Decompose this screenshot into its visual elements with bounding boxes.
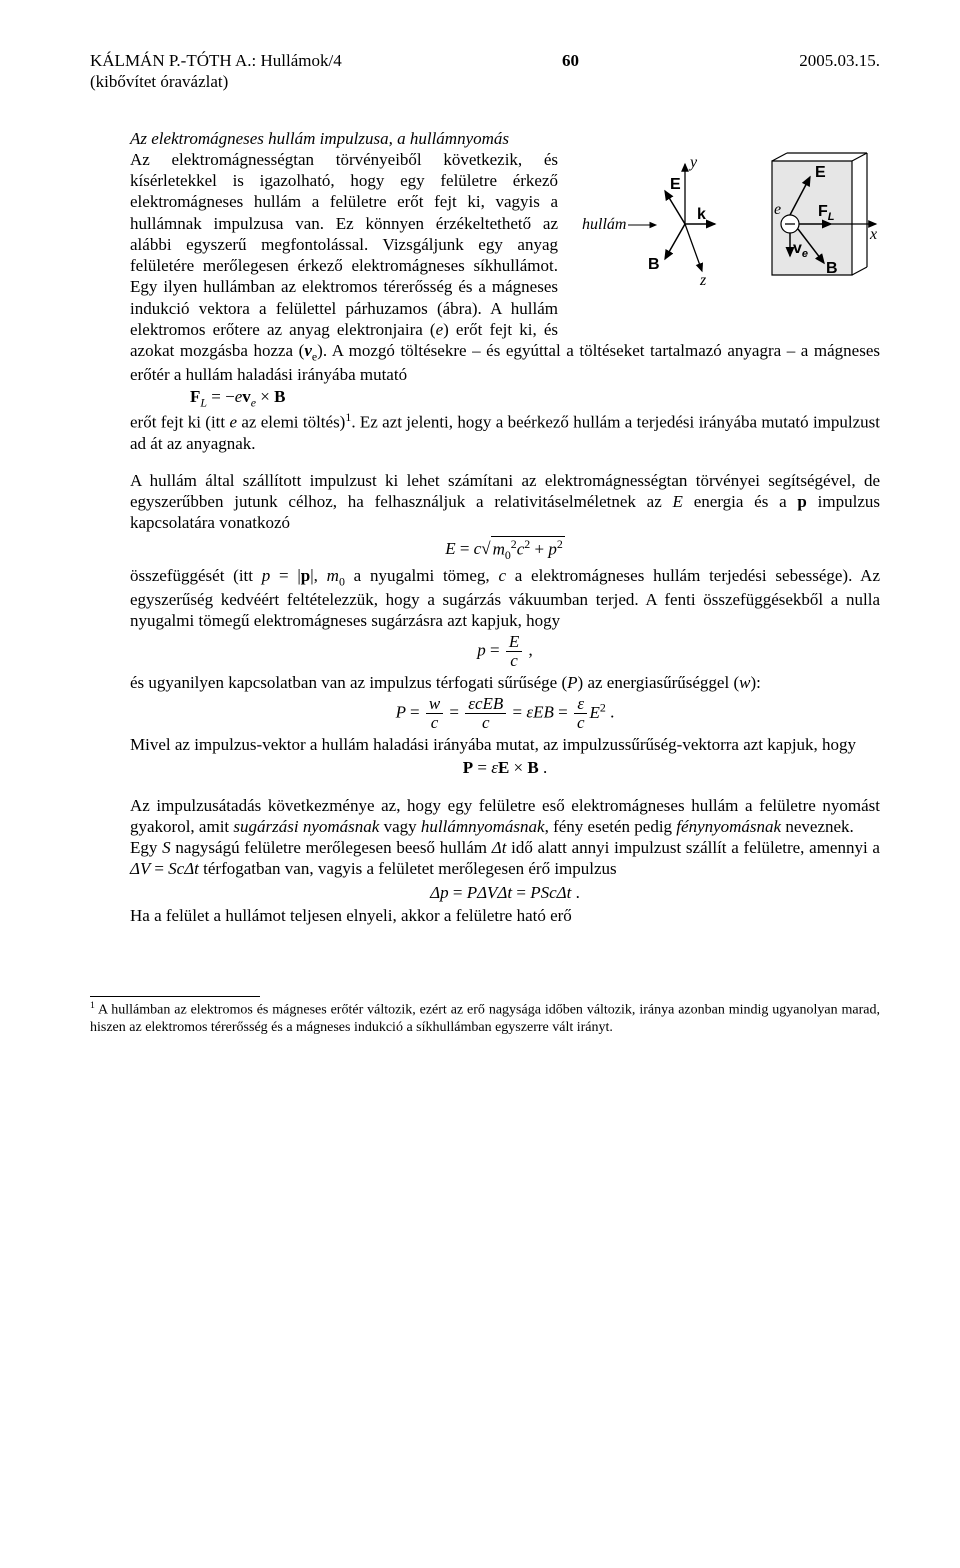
para2b: az elemi töltés) xyxy=(237,412,345,431)
slab-edge-br xyxy=(852,267,867,275)
para1a: Az elektromágnességtan törvényeiből köve… xyxy=(130,150,558,339)
para4b: , xyxy=(314,566,327,585)
para8c: idő alatt annyi impulzust szállít a felü… xyxy=(506,838,880,857)
term1: sugárzási nyomásnak xyxy=(233,817,379,836)
z-label: z xyxy=(699,272,707,289)
para3b: energia és a xyxy=(683,492,797,511)
para-block-1: y E k B z hullám e xyxy=(130,149,880,454)
c-sym: c xyxy=(498,566,506,585)
P-sym: P xyxy=(567,673,577,692)
footnote: 1 A hullámban az elektromos és mágneses … xyxy=(90,1000,880,1037)
e-sym-2: e xyxy=(229,412,237,431)
E-label-left: E xyxy=(670,176,681,193)
eq-Pvec: P = εE × B . xyxy=(130,757,880,778)
E-sym: E xyxy=(673,492,683,511)
para9: Ha a felület a hullámot teljesen elnyeli… xyxy=(130,905,880,926)
author-sub: (kibővítet óravázlat) xyxy=(90,72,228,91)
para4c: a nyugalmi tömeg, xyxy=(345,566,499,585)
eq-p: p = Ec , xyxy=(130,633,880,670)
B-label-right: B xyxy=(826,260,838,277)
para8: Egy S nagyságú felületre merőlegesen bee… xyxy=(130,837,880,880)
para5c: ): xyxy=(750,673,760,692)
para4: összefüggését (itt p = |p|, m0 a nyugalm… xyxy=(130,565,880,632)
slab-edge-tl xyxy=(772,153,787,161)
y-label: y xyxy=(688,154,698,171)
slab-edge-tr xyxy=(852,153,867,161)
footnote-rule xyxy=(90,996,260,997)
k-label: k xyxy=(697,206,706,223)
w-sym: w xyxy=(739,673,750,692)
para3: A hullám által szállított impulzust ki l… xyxy=(130,470,880,534)
para7: Az impulzusátadás következménye az, hogy… xyxy=(130,795,880,838)
e-label: e xyxy=(774,201,781,218)
para5a: és ugyanilyen kapcsolatban van az impulz… xyxy=(130,673,567,692)
term2: hullámnyomásnak xyxy=(421,817,545,836)
para8d: térfogatban van, vagyis a felületet merő… xyxy=(199,859,617,878)
E-label-right: E xyxy=(815,164,826,181)
term3: fénynyomásnak xyxy=(676,817,781,836)
e-sym: e xyxy=(436,320,444,339)
header-left: KÁLMÁN P.-TÓTH A.: Hullámok/4 (kibővítet… xyxy=(90,50,342,93)
para5: és ugyanilyen kapcsolatban van az impulz… xyxy=(130,672,880,693)
B-label-left: B xyxy=(648,256,660,273)
para8b: nagyságú felületre merőlegesen beeső hul… xyxy=(171,838,492,857)
eq-P: P = wc = εcEBc = εEB = εcE2 . xyxy=(130,695,880,732)
page-header: KÁLMÁN P.-TÓTH A.: Hullámok/4 (kibővítet… xyxy=(90,50,880,93)
eq-dp: Δp = PΔVΔt = PScΔt . xyxy=(130,882,880,903)
page-content: Az elektromágneses hullám impulzusa, a h… xyxy=(130,128,880,927)
E-vector-left xyxy=(665,191,685,224)
diagram-svg: y E k B z hullám e xyxy=(570,149,880,309)
author-title: KÁLMÁN P.-TÓTH A.: Hullámok/4 xyxy=(90,51,342,70)
z-axis xyxy=(685,224,702,271)
para7d: neveznek. xyxy=(781,817,854,836)
para7b: vagy xyxy=(379,817,421,836)
para4a: összefüggését (itt xyxy=(130,566,262,585)
para7c: , fény esetén pedig xyxy=(545,817,677,836)
header-date: 2005.03.15. xyxy=(799,50,880,93)
page-number: 60 xyxy=(562,50,579,93)
B-vector-left xyxy=(665,224,685,259)
para6: Mivel az impulzus-vektor a hullám haladá… xyxy=(130,734,880,755)
para8a: Egy xyxy=(130,838,162,857)
para5b: ) az energiasűrűséggel ( xyxy=(578,673,740,692)
footnote-text: A hullámban az elektromos és mágneses er… xyxy=(90,1003,880,1036)
eq-FL: FL = −eve × B xyxy=(190,386,880,410)
hullam-label: hullám xyxy=(582,216,626,233)
S-sym: S xyxy=(162,838,171,857)
figure-float: y E k B z hullám e xyxy=(570,149,880,314)
x-label: x xyxy=(869,226,877,243)
eq-energy: E = c√m02c2 + p2 xyxy=(130,536,880,563)
section-subtitle: Az elektromágneses hullám impulzusa, a h… xyxy=(130,128,880,149)
para2a: erőt fejt ki (itt xyxy=(130,412,229,431)
